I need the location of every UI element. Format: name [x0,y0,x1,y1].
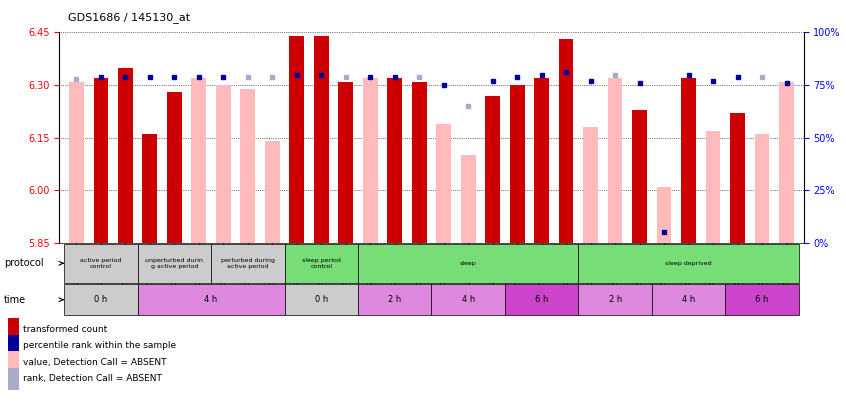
Text: sleep: sleep [460,261,476,266]
Text: sleep deprived: sleep deprived [665,261,712,266]
Bar [167,92,182,243]
Bar [284,284,358,315]
Bar [755,134,769,243]
Bar [358,244,579,283]
Text: 6 h: 6 h [535,295,548,304]
Bar [412,81,426,243]
Bar [338,81,353,243]
Text: transformed count: transformed count [24,325,107,334]
Bar [431,284,505,315]
Bar [69,81,84,243]
Text: unperturbed durin
g active period: unperturbed durin g active period [146,258,203,269]
Bar [8,335,19,357]
Bar [138,284,284,315]
Text: 4 h: 4 h [462,295,475,304]
Text: perturbed during
active period: perturbed during active period [221,258,275,269]
Bar [510,85,525,243]
Bar [652,284,725,315]
Bar [607,78,623,243]
Text: GDS1686 / 145130_at: GDS1686 / 145130_at [68,12,190,23]
Bar [725,284,799,315]
Bar [94,78,108,243]
Bar [437,124,451,243]
Bar [64,244,138,283]
Bar [579,284,652,315]
Text: 6 h: 6 h [755,295,769,304]
Bar [505,284,579,315]
Text: 4 h: 4 h [682,295,695,304]
Bar [265,141,280,243]
Bar [191,78,206,243]
Bar [240,89,255,243]
Bar [211,244,284,283]
Bar [358,284,431,315]
Text: value, Detection Call = ABSENT: value, Detection Call = ABSENT [24,358,167,367]
Bar [583,127,598,243]
Bar [779,81,794,243]
Text: 4 h: 4 h [205,295,217,304]
Text: sleep period
control: sleep period control [302,258,341,269]
Bar [535,78,549,243]
Bar [118,68,133,243]
Bar [138,244,211,283]
Bar [486,96,500,243]
Bar [8,368,19,390]
Bar [8,351,19,373]
Bar [142,134,157,243]
Bar [64,284,138,315]
Bar [632,110,647,243]
Bar [363,78,377,243]
Bar [284,244,358,283]
Text: percentile rank within the sample: percentile rank within the sample [24,341,176,350]
Bar [706,131,721,243]
Bar [387,78,402,243]
Bar [216,85,231,243]
Text: 0 h: 0 h [94,295,107,304]
Bar [656,187,672,243]
Text: 2 h: 2 h [388,295,401,304]
Bar [289,36,304,243]
Bar [314,36,328,243]
Bar [579,244,799,283]
Text: active period
control: active period control [80,258,122,269]
Text: protocol: protocol [4,258,44,268]
Bar [8,318,19,340]
Bar [559,39,574,243]
Text: rank, Detection Call = ABSENT: rank, Detection Call = ABSENT [24,374,162,383]
Bar [461,155,475,243]
Bar [681,78,696,243]
Text: 0 h: 0 h [315,295,328,304]
Text: 2 h: 2 h [608,295,622,304]
Text: time: time [4,295,26,305]
Bar [730,113,745,243]
